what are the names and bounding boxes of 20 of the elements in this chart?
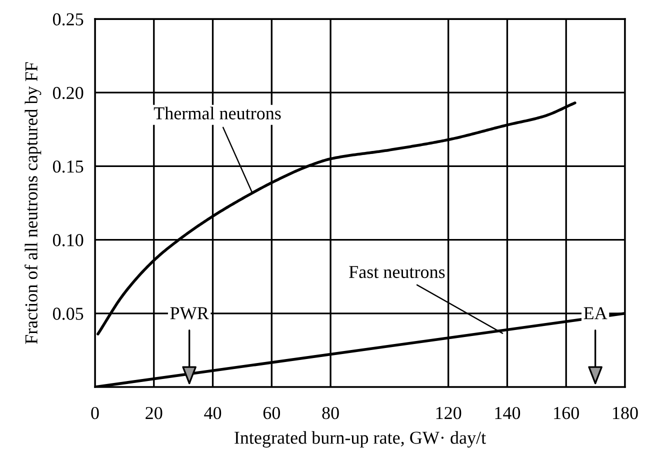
y-tick-label: 0.25	[52, 13, 84, 26]
x-tick-label: 40	[204, 406, 222, 420]
annotation: Fast neutrons	[349, 266, 445, 278]
y-tick-label: 0.10	[52, 234, 84, 246]
y-tick-label: 0.20	[52, 86, 84, 100]
x-axis-title: Integrated burn-up rate, GW· day/t	[234, 431, 486, 448]
x-tick-label: 120	[436, 406, 462, 420]
y-axis-title: Fraction of all neutrons captured by FF	[24, 62, 42, 344]
y-tick-label: 0.15	[52, 160, 84, 173]
x-tick-label: 140	[495, 406, 520, 420]
x-tick-label: 60	[263, 406, 280, 420]
x-tick-label: 0	[91, 406, 99, 420]
x-tick-label: 80	[322, 406, 339, 420]
annotation: PWR	[170, 307, 209, 320]
y-tick-label: 0.05	[52, 308, 84, 320]
x-tick-label: 180	[613, 406, 638, 420]
x-tick-label: 20	[146, 406, 162, 420]
x-tick-label: 160	[554, 406, 579, 420]
annotation: Thermal neutrons	[154, 106, 281, 120]
annotation: EA	[584, 307, 608, 320]
